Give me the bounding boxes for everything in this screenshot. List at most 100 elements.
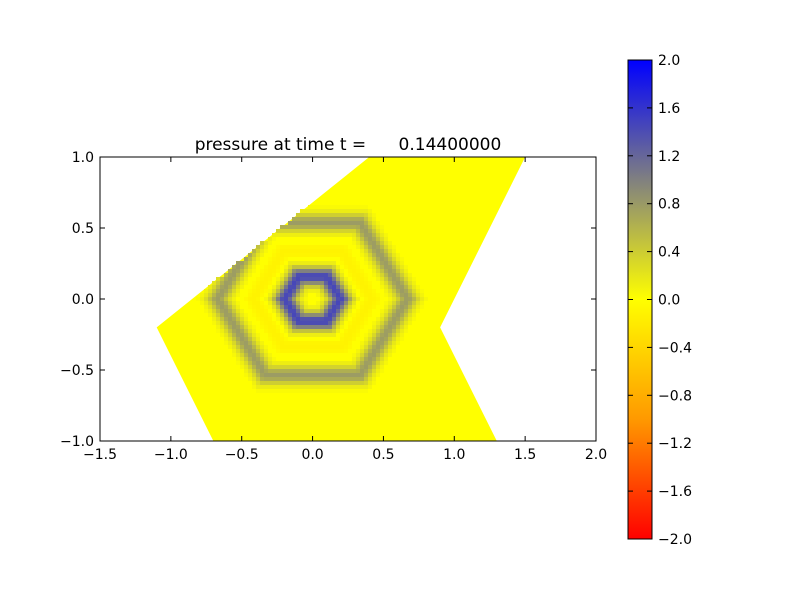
field-cell: [280, 261, 284, 265]
field-cell: [312, 225, 316, 229]
field-cell: [352, 325, 356, 329]
field-cell: [240, 265, 244, 269]
field-cell: [276, 297, 280, 301]
field-cell: [340, 369, 344, 373]
field-cell: [244, 317, 248, 321]
field-cell: [412, 289, 416, 293]
field-cell: [408, 317, 412, 321]
field-cell: [236, 277, 240, 281]
field-cell: [332, 293, 336, 297]
field-cell: [412, 313, 416, 317]
field-cell: [412, 277, 416, 281]
field-cell: [376, 329, 380, 333]
field-cell: [304, 377, 308, 381]
field-cell: [380, 269, 384, 273]
field-cell: [232, 265, 236, 269]
field-cell: [300, 273, 304, 277]
field-cell: [364, 297, 368, 301]
field-cell: [280, 369, 284, 373]
field-cell: [368, 365, 372, 369]
field-cell: [224, 321, 228, 325]
field-cell: [360, 325, 364, 329]
field-cell: [244, 365, 248, 369]
field-cell: [296, 233, 300, 237]
field-cell: [316, 285, 320, 289]
field-cell: [268, 365, 272, 369]
field-cell: [372, 213, 376, 217]
field-cell: [388, 261, 392, 265]
field-cell: [244, 361, 248, 365]
field-cell: [360, 273, 364, 277]
field-cell: [336, 325, 340, 329]
field-cell: [356, 229, 360, 233]
field-cell: [344, 373, 348, 377]
field-cell: [288, 253, 292, 257]
field-cell: [328, 281, 332, 285]
field-cell: [376, 353, 380, 357]
field-cell: [320, 225, 324, 229]
field-cell: [324, 205, 328, 209]
field-cell: [288, 321, 292, 325]
field-cell: [376, 265, 380, 269]
field-cell: [308, 233, 312, 237]
field-cell: [260, 245, 264, 249]
field-cell: [416, 297, 420, 301]
field-cell: [308, 205, 312, 209]
field-cell: [408, 281, 412, 285]
field-cell: [384, 281, 388, 285]
field-cell: [272, 289, 276, 293]
field-cell: [400, 333, 404, 337]
field-cell: [340, 373, 344, 377]
field-cell: [336, 381, 340, 385]
field-cell: [376, 321, 380, 325]
field-cell: [304, 333, 308, 337]
field-cell: [384, 269, 388, 273]
field-cell: [340, 253, 344, 257]
field-cell: [232, 333, 236, 337]
field-cell: [384, 305, 388, 309]
field-cell: [204, 301, 208, 305]
field-cell: [348, 341, 352, 345]
field-cell: [368, 309, 372, 313]
field-cell: [364, 241, 368, 245]
field-cell: [300, 213, 304, 217]
field-cell: [304, 285, 308, 289]
field-cell: [296, 381, 300, 385]
field-cell: [248, 333, 252, 337]
field-cell: [376, 297, 380, 301]
field-cell: [300, 317, 304, 321]
field-cell: [336, 229, 340, 233]
field-cell: [340, 249, 344, 253]
field-cell: [252, 341, 256, 345]
field-cell: [348, 345, 352, 349]
field-cell: [224, 325, 228, 329]
field-cell: [352, 261, 356, 265]
field-cell: [328, 229, 332, 233]
field-cell: [280, 381, 284, 385]
field-cell: [272, 369, 276, 373]
field-cell: [284, 245, 288, 249]
field-cell: [336, 293, 340, 297]
field-cell: [368, 337, 372, 341]
field-cell: [352, 357, 356, 361]
field-cell: [328, 233, 332, 237]
field-cell: [380, 345, 384, 349]
field-cell: [300, 261, 304, 265]
field-cell: [248, 269, 252, 273]
field-cell: [316, 273, 320, 277]
field-cell: [372, 381, 376, 385]
field-cell: [292, 341, 296, 345]
field-cell: [324, 229, 328, 233]
field-cell: [308, 209, 312, 213]
field-cell: [308, 317, 312, 321]
field-cell: [364, 373, 368, 377]
field-cell: [340, 349, 344, 353]
field-cell: [264, 361, 268, 365]
field-cell: [276, 329, 280, 333]
field-cell: [264, 309, 268, 313]
field-cell: [352, 301, 356, 305]
field-cell: [280, 321, 284, 325]
field-cell: [360, 377, 364, 381]
field-cell: [368, 349, 372, 353]
field-cell: [228, 337, 232, 341]
